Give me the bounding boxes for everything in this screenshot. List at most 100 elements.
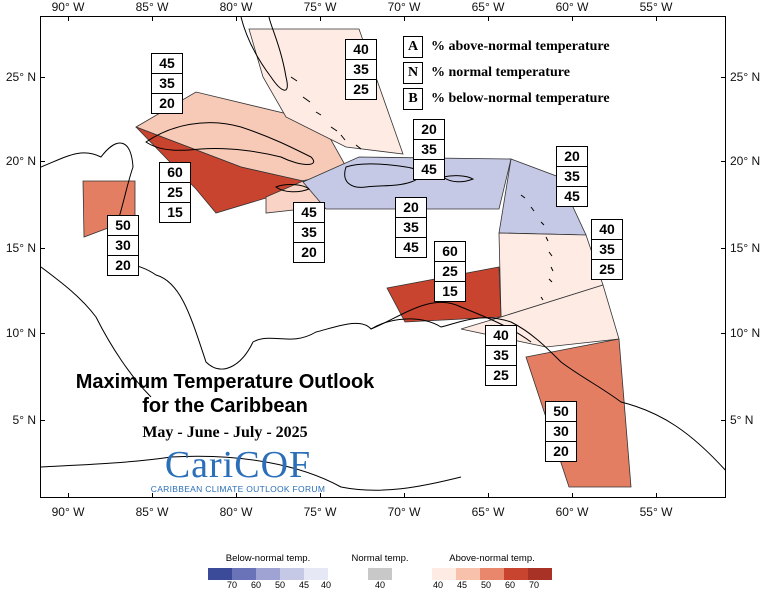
- colorbar-swatch: [208, 568, 232, 580]
- prob-below: 20: [553, 443, 569, 459]
- prob-normal: 35: [294, 223, 324, 243]
- prob-box-guianas: 50 30 20: [545, 401, 577, 462]
- key-text-normal: % normal temperature: [431, 65, 570, 80]
- tick-mark: [721, 420, 726, 421]
- colorbar-swatch: [432, 568, 456, 580]
- coastlines: [41, 17, 725, 491]
- tick-mark: [572, 493, 573, 498]
- lon-tick-top: 85° W: [135, 0, 169, 14]
- tick-mark: [404, 16, 405, 21]
- tick-mark: [656, 493, 657, 498]
- prob-box-trinidad: 40 35 25: [485, 325, 517, 386]
- prob-normal: 30: [108, 236, 138, 256]
- lat-tick-right: 25° N: [730, 70, 761, 84]
- prob-box-hispaniola-south: 20 35 45: [395, 197, 427, 258]
- tick-mark: [40, 333, 45, 334]
- colorbar-swatch: [232, 568, 256, 580]
- lon-tick-bottom: 70° W: [387, 505, 421, 519]
- prob-below: 45: [403, 239, 419, 255]
- key-letter-above: A: [403, 36, 423, 58]
- prob-above: 40: [486, 326, 516, 346]
- lat-tick-left: 5° N: [12, 413, 36, 427]
- colorbar-swatch: [480, 568, 504, 580]
- prob-above: 20: [396, 198, 426, 218]
- lat-tick-left: 20° N: [5, 154, 36, 168]
- prob-below: 45: [564, 188, 580, 204]
- tick-mark: [40, 420, 45, 421]
- lon-tick-top: 70° W: [387, 0, 421, 14]
- colorbar-label: 50: [480, 580, 492, 590]
- prob-box-windward: 40 35 25: [591, 219, 623, 280]
- tick-mark: [40, 77, 45, 78]
- prob-above: 40: [592, 220, 622, 240]
- lat-tick-right: 5° N: [730, 413, 754, 427]
- prob-below: 45: [421, 161, 437, 177]
- prob-normal: 35: [592, 240, 622, 260]
- colorbar-label: 40: [432, 580, 444, 590]
- lon-tick-bottom: 80° W: [219, 505, 253, 519]
- colorbar-title-normal: Normal temp.: [351, 553, 409, 564]
- prob-below: 20: [115, 257, 131, 273]
- tick-mark: [40, 161, 45, 162]
- lat-tick-right: 20° N: [730, 154, 761, 168]
- lat-tick-right: 10° N: [730, 326, 761, 340]
- tick-mark: [721, 248, 726, 249]
- key-letter-normal: N: [403, 62, 423, 84]
- prob-box-abc-islands: 60 25 15: [434, 241, 466, 302]
- key-text-above: % above-normal temperature: [431, 39, 610, 54]
- tick-mark: [236, 493, 237, 498]
- map-frame: 45 35 20 40 35 25 60 25 15 45 35 20 50 30 20 20 35 4…: [40, 16, 726, 498]
- prob-above: 45: [294, 203, 324, 223]
- tick-mark: [152, 493, 153, 498]
- colorbar-label: 40: [320, 580, 332, 590]
- prob-box-cayman-jamaica: 60 25 15: [159, 162, 191, 223]
- prob-below: 20: [159, 95, 175, 111]
- prob-box-bahamas: 40 35 25: [345, 39, 377, 100]
- key-letter-below: B: [403, 88, 423, 110]
- prob-above: 50: [546, 402, 576, 422]
- prob-above: 20: [414, 120, 444, 140]
- tick-mark: [721, 333, 726, 334]
- key-row-above: A % above-normal temperature: [403, 34, 610, 60]
- region-guianas: [525, 338, 632, 488]
- colorbar-label: 40: [374, 580, 386, 590]
- prob-box-cuba: 45 35 20: [151, 53, 183, 114]
- prob-normal: 25: [435, 262, 465, 282]
- tick-mark: [152, 16, 153, 21]
- prob-normal: 35: [486, 346, 516, 366]
- tick-mark: [68, 16, 69, 21]
- prob-below: 25: [353, 81, 369, 97]
- colorbar-swatch: [280, 568, 304, 580]
- caricof-logo: CariCOF CARIBBEAN CLIMATE OUTLOOK FORUM: [148, 446, 328, 494]
- prob-above: 50: [108, 216, 138, 236]
- tick-mark: [320, 16, 321, 21]
- tick-mark: [488, 16, 489, 21]
- key-row-below: B % below-normal temperature: [403, 86, 610, 112]
- prob-below: 15: [442, 283, 458, 299]
- tick-mark: [488, 493, 489, 498]
- prob-normal: 25: [160, 183, 190, 203]
- tick-mark: [68, 493, 69, 498]
- prob-box-leeward: 20 35 45: [556, 146, 588, 207]
- prob-box-belize: 50 30 20: [107, 215, 139, 276]
- prob-box-jamaica-south: 45 35 20: [293, 202, 325, 263]
- key-text-below: % below-normal temperature: [431, 91, 610, 106]
- lon-tick-bottom: 85° W: [135, 505, 169, 519]
- probability-key: A % above-normal temperature N % normal …: [403, 34, 610, 112]
- prob-normal: 35: [557, 167, 587, 187]
- lon-tick-bottom: 55° W: [639, 505, 673, 519]
- colorbar-title-below: Below-normal temp.: [225, 553, 311, 564]
- prob-below: 25: [599, 261, 615, 277]
- prob-above: 45: [152, 54, 182, 74]
- lon-tick-top: 90° W: [51, 0, 85, 14]
- colorbar-label: 45: [298, 580, 310, 590]
- prob-normal: 35: [152, 74, 182, 94]
- colorbar-label: 70: [226, 580, 238, 590]
- colorbar-swatch: [368, 568, 392, 580]
- lon-tick-top: 80° W: [219, 0, 253, 14]
- lat-tick-right: 15° N: [730, 241, 761, 255]
- prob-above: 40: [346, 40, 376, 60]
- lon-tick-bottom: 75° W: [303, 505, 337, 519]
- lat-tick-left: 25° N: [5, 70, 36, 84]
- colorbar-swatch: [528, 568, 552, 580]
